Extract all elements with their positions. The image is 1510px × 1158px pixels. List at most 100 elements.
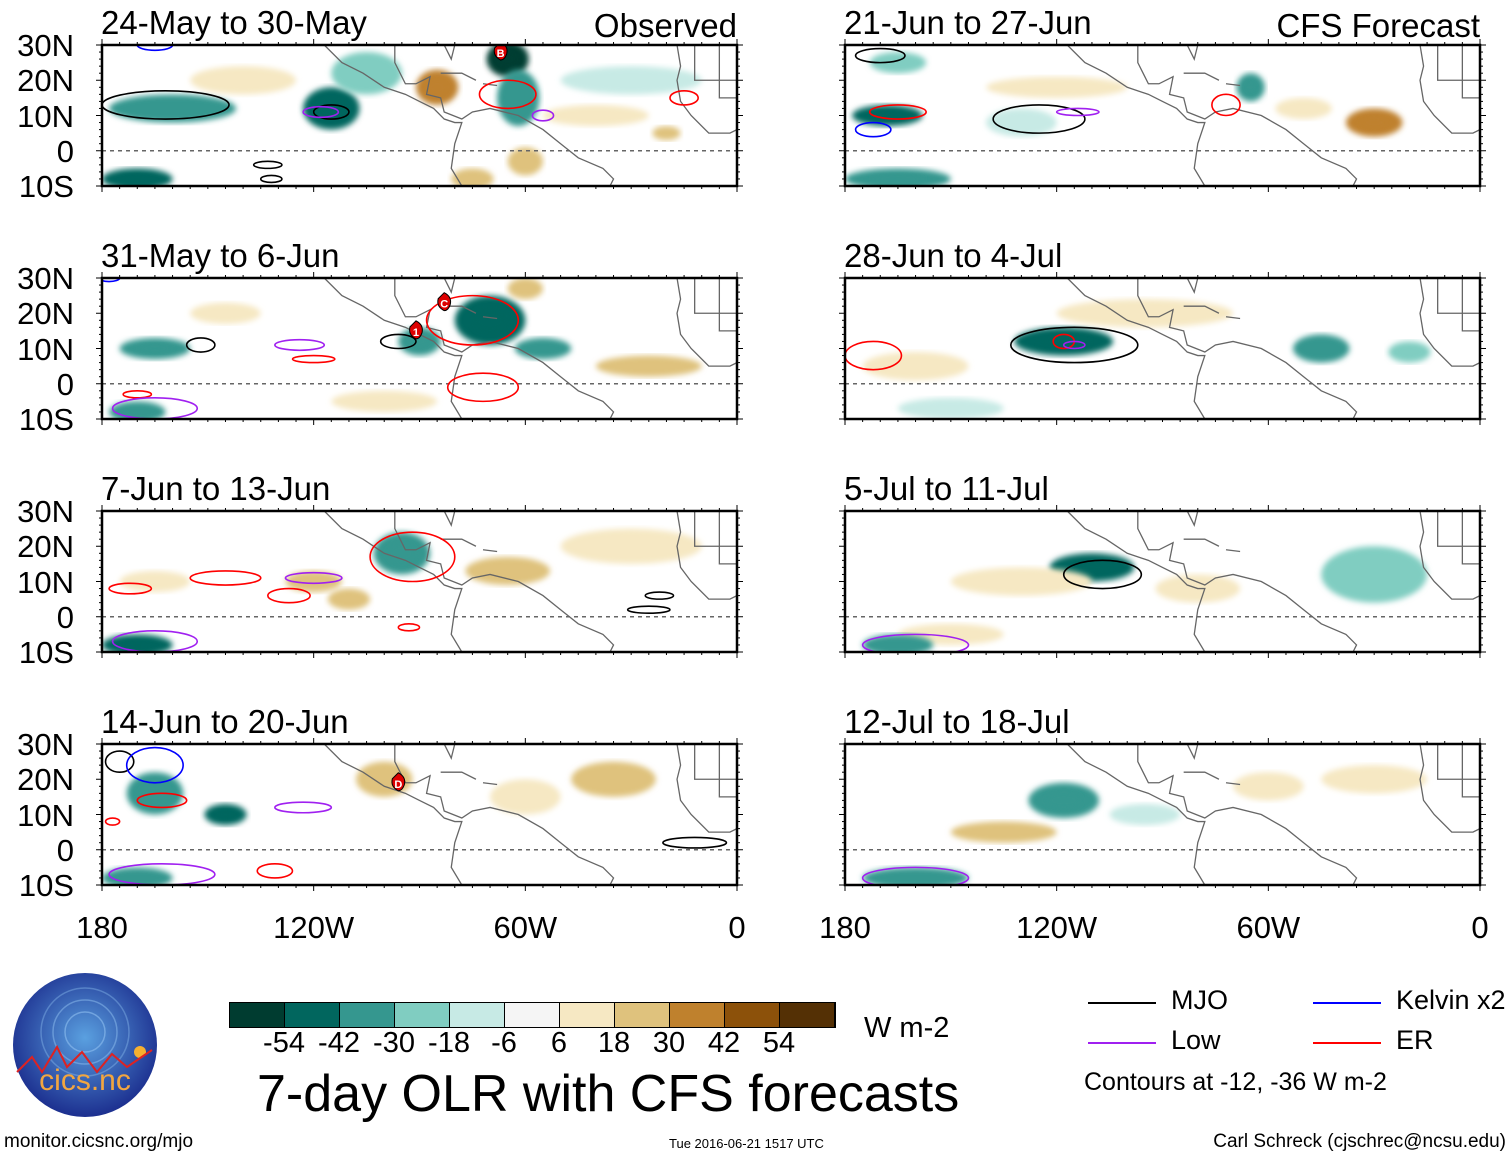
storm-label: D <box>394 779 402 791</box>
coastline <box>694 278 737 314</box>
colorbar-label: 54 <box>762 1027 796 1059</box>
colorbar-label: -18 <box>428 1027 470 1059</box>
colorbar-swatch <box>615 1003 670 1027</box>
contour-mjo <box>102 90 230 120</box>
coastline <box>1066 511 1206 652</box>
contour-mjo <box>662 836 728 849</box>
olr-anomaly <box>897 397 1004 419</box>
coastline <box>676 278 737 367</box>
legend-line <box>1088 1002 1156 1004</box>
contour-mjo <box>252 160 283 170</box>
coastline <box>1225 316 1241 320</box>
panel-title: 5-Jul to 11-Jul <box>844 470 1049 507</box>
contour-mjo <box>259 174 283 184</box>
contour-kelvin <box>136 45 174 52</box>
colorbar-swatch <box>670 1003 725 1027</box>
latitude-label: 20N <box>17 296 74 332</box>
olr-map <box>839 738 1486 891</box>
coastline <box>1225 549 1241 553</box>
panel-title: 14-Jun to 20-Jun <box>101 703 349 740</box>
colorbar-label: 42 <box>707 1027 741 1059</box>
coastline <box>1183 771 1220 780</box>
olr-anomaly <box>507 147 543 176</box>
olr-anomaly <box>327 588 371 610</box>
colorbar <box>229 1002 836 1028</box>
legend-label: Low <box>1171 1025 1221 1055</box>
coastline <box>394 511 615 652</box>
coastline <box>1419 511 1480 600</box>
olr-anomaly <box>652 126 681 141</box>
olr-map: B <box>96 39 743 192</box>
legend-label: MJO <box>1171 985 1228 1015</box>
coastline <box>1137 511 1358 652</box>
contour-er <box>256 863 294 879</box>
longitude-label: 120W <box>1016 910 1098 945</box>
contour-mjo <box>185 337 216 353</box>
coastline <box>323 511 463 652</box>
olr-anomaly-core <box>1360 115 1389 130</box>
coastline <box>1419 278 1480 367</box>
latitude-label: 10S <box>18 868 74 903</box>
olr-anomaly-core <box>119 173 155 185</box>
panel-title: 7-Jun to 13-Jun <box>101 470 331 507</box>
olr-anomaly <box>451 168 494 186</box>
colorbar-label: 6 <box>550 1027 568 1059</box>
olr-anomaly <box>507 278 543 300</box>
storm-marker: B <box>493 45 508 61</box>
author-credit: Carl Schreck (cjschrec@ncsu.edu) <box>1213 1131 1506 1152</box>
olr-anomaly-core <box>137 343 173 354</box>
contour-er <box>104 817 121 826</box>
olr-anomaly-core <box>869 110 905 121</box>
coastline <box>440 538 477 547</box>
panel-title: 28-Jun to 4-Jul <box>844 237 1063 274</box>
coastline <box>718 45 737 99</box>
coastline <box>1419 45 1480 134</box>
colorbar-swatch <box>340 1003 395 1027</box>
contour-low <box>861 866 970 885</box>
coastline <box>1225 782 1241 786</box>
contour-er <box>1211 93 1241 117</box>
coastline <box>440 771 477 780</box>
longitude-label: 0 <box>1471 910 1489 945</box>
coastline <box>1137 45 1358 186</box>
coastline <box>1437 744 1480 780</box>
olr-anomaly <box>1275 97 1332 120</box>
olr-map <box>839 272 1486 425</box>
url-link[interactable]: monitor.cicsnc.org/mjo <box>4 1131 194 1152</box>
storm-marker: C <box>437 292 452 312</box>
contour-er <box>478 79 537 110</box>
coastline <box>1186 278 1199 294</box>
olr-anomaly <box>560 528 702 564</box>
colorbar-swatch <box>285 1003 340 1027</box>
storm-marker: 1 <box>409 320 423 340</box>
contour-mjo <box>1062 559 1143 590</box>
latitude-label: 30N <box>17 494 74 529</box>
svg-text:cics.nc: cics.nc <box>39 1064 131 1097</box>
coastline <box>1461 278 1480 332</box>
coastline <box>1437 278 1480 314</box>
coastline <box>676 511 737 600</box>
olr-anomaly <box>560 66 702 95</box>
coastline <box>676 45 737 134</box>
latitude-label: 30N <box>17 261 74 296</box>
coastline <box>1183 305 1220 314</box>
legend-line <box>1313 1002 1381 1004</box>
contour-er <box>868 104 927 120</box>
olr-anomaly <box>1388 341 1431 363</box>
latitude-label: 20N <box>17 762 74 798</box>
coastline <box>718 511 737 565</box>
legend-line <box>1313 1042 1381 1044</box>
contour-er <box>425 294 520 346</box>
colorbar-swatch <box>725 1003 780 1027</box>
olr-anomaly-core <box>387 542 416 564</box>
coastline <box>440 72 477 81</box>
colorbar-label: 30 <box>652 1027 686 1059</box>
contour-kelvin <box>102 278 121 283</box>
cics-logo: cics.nc <box>13 973 157 1117</box>
panel-title: 12-Jul to 18-Jul <box>844 703 1070 740</box>
coastline <box>323 45 463 186</box>
coastline <box>443 45 456 61</box>
latitude-label: 0 <box>56 832 74 868</box>
olr-anomaly <box>465 556 551 586</box>
olr-anomaly <box>1321 546 1428 603</box>
